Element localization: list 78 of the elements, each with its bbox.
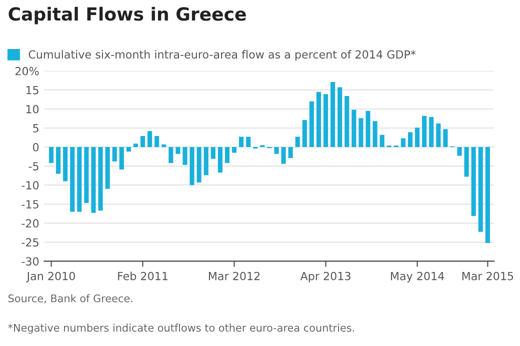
bar bbox=[204, 147, 208, 176]
text: *Negative numbers indicate outflows to other euro-area countries. bbox=[8, 324, 354, 334]
bar bbox=[70, 147, 75, 212]
bar bbox=[338, 87, 342, 148]
bar bbox=[457, 147, 462, 156]
y-tick-label: 0 bbox=[33, 143, 39, 152]
y-tick-label: 20% bbox=[15, 66, 39, 76]
bar bbox=[380, 134, 384, 148]
bar bbox=[295, 136, 300, 148]
x-tick-label: Mar 2015 bbox=[462, 272, 514, 280]
bar bbox=[154, 136, 160, 148]
bar bbox=[239, 136, 244, 148]
bar bbox=[63, 147, 68, 182]
bar bbox=[372, 121, 378, 148]
bar bbox=[218, 147, 222, 173]
bar bbox=[288, 147, 293, 158]
bar bbox=[133, 144, 138, 148]
chart-title: Capital Flows in Greece bbox=[8, 6, 246, 24]
bar bbox=[436, 123, 441, 148]
bar bbox=[352, 110, 356, 148]
x-tick-label: Apr 2013 bbox=[300, 272, 350, 282]
bar bbox=[281, 147, 286, 164]
bar bbox=[408, 132, 413, 148]
bar bbox=[91, 147, 96, 213]
bar bbox=[168, 147, 174, 164]
bar bbox=[246, 136, 251, 148]
bar bbox=[366, 110, 370, 148]
source-note: Source, Bank of Greece. bbox=[8, 294, 132, 304]
bar bbox=[232, 147, 237, 153]
bar bbox=[422, 116, 427, 148]
bar bbox=[414, 128, 420, 148]
x-tick-label: May 2014 bbox=[390, 272, 444, 282]
bar bbox=[56, 147, 61, 174]
legend-label: Cumulative six-month intra-euro-area flow as a percent of 2014 GDP* bbox=[28, 50, 416, 61]
x-tick-label: Feb 2011 bbox=[118, 272, 168, 280]
bar bbox=[309, 101, 314, 148]
bar bbox=[344, 96, 350, 148]
bar bbox=[148, 131, 152, 148]
y-tick-label: -25 bbox=[22, 238, 38, 247]
bar bbox=[471, 147, 476, 216]
y-tick-label: -10 bbox=[22, 181, 39, 190]
bar bbox=[176, 147, 180, 154]
bar bbox=[323, 94, 328, 148]
bar bbox=[400, 138, 406, 148]
bar bbox=[464, 147, 469, 177]
bar bbox=[358, 118, 364, 148]
bar bbox=[48, 147, 54, 164]
bar bbox=[224, 147, 230, 164]
bar bbox=[302, 120, 307, 148]
bar bbox=[196, 147, 202, 182]
y-tick-label: 15 bbox=[26, 86, 38, 94]
y-tick-label: 5 bbox=[33, 124, 38, 132]
y-tick-label: -5 bbox=[28, 162, 38, 170]
bar bbox=[119, 147, 124, 170]
bar bbox=[112, 147, 117, 162]
bar bbox=[274, 147, 279, 154]
bar bbox=[478, 147, 483, 232]
bar bbox=[126, 147, 131, 152]
bar bbox=[190, 147, 194, 186]
bar bbox=[105, 147, 110, 189]
y-tick-label: 10 bbox=[26, 104, 39, 114]
x-tick-label: Mar 2012 bbox=[208, 272, 260, 280]
bar bbox=[210, 147, 216, 159]
bar bbox=[140, 136, 146, 148]
bar bbox=[84, 147, 89, 203]
x-tick-label: Jan 2010 bbox=[26, 272, 75, 282]
bar bbox=[330, 82, 336, 148]
bar bbox=[429, 116, 434, 148]
bar bbox=[485, 147, 490, 243]
bar bbox=[77, 147, 82, 212]
y-tick-label: -20 bbox=[22, 219, 39, 228]
bar bbox=[443, 129, 448, 148]
y-tick-label: -15 bbox=[22, 200, 38, 209]
bar bbox=[162, 144, 166, 148]
bar bbox=[316, 92, 322, 148]
bar bbox=[182, 147, 188, 165]
bar bbox=[98, 147, 103, 211]
y-tick-label: -30 bbox=[22, 257, 39, 266]
